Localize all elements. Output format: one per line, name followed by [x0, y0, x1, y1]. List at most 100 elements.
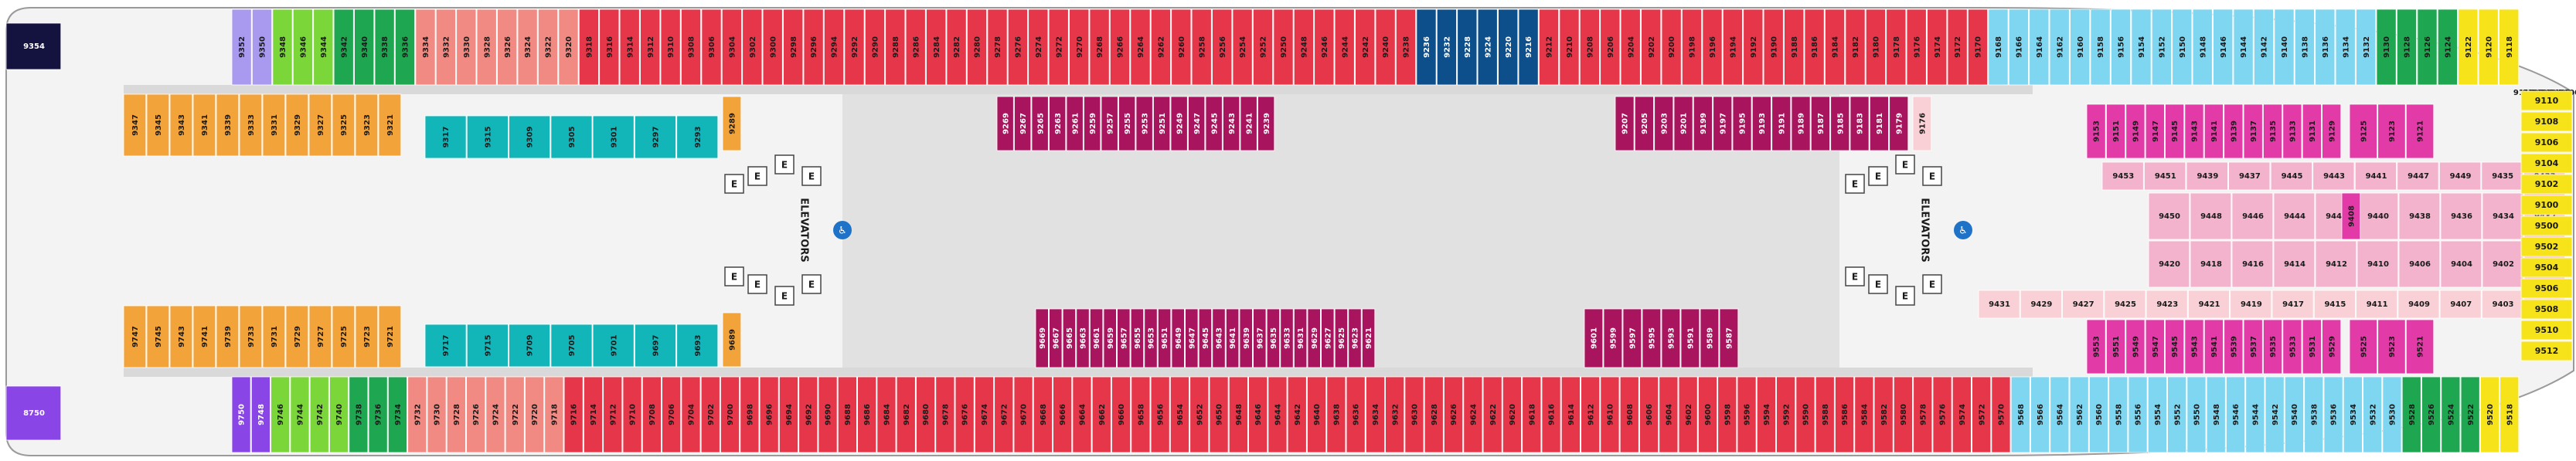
cabin-9312[interactable]: 9312	[640, 8, 661, 86]
cabin-9453[interactable]: 9453	[2101, 161, 2144, 191]
cabin-9693[interactable]: 9693	[676, 324, 719, 368]
cabin-9314[interactable]: 9314	[619, 8, 640, 86]
cabin-9592[interactable]: 9592	[1776, 376, 1796, 453]
cabin-9725[interactable]: 9725	[332, 305, 356, 368]
cabin-9686[interactable]: 9686	[857, 376, 877, 453]
cabin-9717[interactable]: 9717	[424, 324, 467, 368]
cabin-9302[interactable]: 9302	[742, 8, 763, 86]
cabin-9343[interactable]: 9343	[169, 93, 193, 157]
cabin-9659[interactable]: 9659	[1103, 308, 1117, 368]
cabin-9164[interactable]: 9164	[2029, 8, 2050, 86]
cabin-9153[interactable]: 9153	[2086, 103, 2106, 159]
cabin-9608[interactable]: 9608	[1619, 376, 1639, 453]
cabin-9630[interactable]: 9630	[1404, 376, 1424, 453]
cabin-9618[interactable]: 9618	[1522, 376, 1542, 453]
cabin-9612[interactable]: 9612	[1581, 376, 1601, 453]
cabin-9265[interactable]: 9265	[1031, 96, 1049, 151]
cabin-9300[interactable]: 9300	[762, 8, 783, 86]
cabin-9435[interactable]: 9435	[2481, 161, 2523, 191]
cabin-9348[interactable]: 9348	[272, 8, 293, 86]
cabin-9342[interactable]: 9342	[333, 8, 354, 86]
cabin-9317[interactable]: 9317	[424, 115, 467, 159]
cabin-9662[interactable]: 9662	[1091, 376, 1111, 453]
cabin-9333[interactable]: 9333	[239, 93, 263, 157]
cabin-9536[interactable]: 9536	[2323, 376, 2343, 453]
cabin-9716[interactable]: 9716	[563, 376, 584, 453]
cabin-9292[interactable]: 9292	[844, 8, 865, 86]
cabin-9620[interactable]: 9620	[1502, 376, 1522, 453]
cabin-9174[interactable]: 9174	[1927, 8, 1948, 86]
cabin-9586[interactable]: 9586	[1835, 376, 1855, 453]
cabin-9340[interactable]: 9340	[354, 8, 375, 86]
cabin-9532[interactable]: 9532	[2363, 376, 2383, 453]
cabin-9249[interactable]: 9249	[1170, 96, 1188, 151]
cabin-9535[interactable]: 9535	[2263, 319, 2283, 375]
cabin-9296[interactable]: 9296	[803, 8, 824, 86]
cabin-9434[interactable]: 9434	[2482, 192, 2524, 240]
cabin-9745[interactable]: 9745	[146, 305, 170, 368]
cabin-9147[interactable]: 9147	[2145, 103, 2165, 159]
cabin-9325[interactable]: 9325	[332, 93, 356, 157]
cabin-9260[interactable]: 9260	[1171, 8, 1192, 86]
cabin-9661[interactable]: 9661	[1090, 308, 1104, 368]
cabin-9268[interactable]: 9268	[1089, 8, 1110, 86]
cabin-9670[interactable]: 9670	[1013, 376, 1033, 453]
cabin-9102[interactable]: 9102	[2520, 174, 2573, 195]
cabin-9306[interactable]: 9306	[701, 8, 722, 86]
cabin-9440[interactable]: 9440	[2357, 192, 2399, 240]
cabin-9730[interactable]: 9730	[427, 376, 447, 453]
cabin-9715[interactable]: 9715	[466, 324, 509, 368]
cabin-9254[interactable]: 9254	[1232, 8, 1253, 86]
cabin-9743[interactable]: 9743	[169, 305, 193, 368]
cabin-9731[interactable]: 9731	[262, 305, 286, 368]
cabin-9125[interactable]: 9125	[2349, 103, 2377, 159]
cabin-9589[interactable]: 9589	[1700, 308, 1720, 368]
cabin-9345[interactable]: 9345	[146, 93, 170, 157]
cabin-9143[interactable]: 9143	[2184, 103, 2204, 159]
cabin-9141[interactable]: 9141	[2203, 103, 2224, 159]
cabin-9702[interactable]: 9702	[700, 376, 720, 453]
cabin-9533[interactable]: 9533	[2282, 319, 2302, 375]
cabin-9160[interactable]: 9160	[2070, 8, 2091, 86]
cabin-9444[interactable]: 9444	[2273, 192, 2316, 240]
cabin-9409[interactable]: 9409	[2397, 290, 2440, 319]
cabin-9566[interactable]: 9566	[2030, 376, 2050, 453]
cabin-9198[interactable]: 9198	[1681, 8, 1702, 86]
cabin-9411[interactable]: 9411	[2356, 290, 2398, 319]
cabin-9194[interactable]: 9194	[1722, 8, 1743, 86]
cabin-9106[interactable]: 9106	[2520, 132, 2573, 153]
cabin-9274[interactable]: 9274	[1028, 8, 1049, 86]
cabin-9201[interactable]: 9201	[1673, 96, 1693, 151]
cabin-9136[interactable]: 9136	[2315, 8, 2336, 86]
cabin-9539[interactable]: 9539	[2224, 319, 2244, 375]
cabin-9305[interactable]: 9305	[550, 115, 593, 159]
cabin-9548[interactable]: 9548	[2206, 376, 2226, 453]
cabin-9643[interactable]: 9643	[1212, 308, 1226, 368]
cabin-9627[interactable]: 9627	[1321, 308, 1335, 368]
cabin-9228[interactable]: 9228	[1457, 8, 1478, 86]
cabin-9674[interactable]: 9674	[975, 376, 994, 453]
cabin-9186[interactable]: 9186	[1804, 8, 1825, 86]
cabin-9320[interactable]: 9320	[558, 8, 579, 86]
cabin-9126[interactable]: 9126	[2417, 8, 2438, 86]
cabin-9176[interactable]: 9176	[1906, 8, 1927, 86]
cabin-9665[interactable]: 9665	[1062, 308, 1076, 368]
cabin-9170[interactable]: 9170	[1967, 8, 1988, 86]
cabin-9269[interactable]: 9269	[996, 96, 1014, 151]
cabin-9644[interactable]: 9644	[1268, 376, 1288, 453]
cabin-9529[interactable]: 9529	[2322, 319, 2342, 375]
cabin-9150[interactable]: 9150	[2172, 8, 2193, 86]
cabin-9734[interactable]: 9734	[387, 376, 407, 453]
cabin-9600[interactable]: 9600	[1697, 376, 1717, 453]
cabin-9100[interactable]: 9100	[2520, 195, 2573, 215]
cabin-9330[interactable]: 9330	[456, 8, 477, 86]
cabin-9744[interactable]: 9744	[290, 376, 310, 453]
cabin-9220[interactable]: 9220	[1498, 8, 1519, 86]
cabin-9344[interactable]: 9344	[313, 8, 334, 86]
cabin-9420[interactable]: 9420	[2148, 240, 2190, 288]
cabin-9595[interactable]: 9595	[1642, 308, 1662, 368]
cabin-9128[interactable]: 9128	[2396, 8, 2417, 86]
cabin-9537[interactable]: 9537	[2243, 319, 2263, 375]
cabin-9601[interactable]: 9601	[1584, 308, 1604, 368]
cabin-9726[interactable]: 9726	[466, 376, 486, 453]
